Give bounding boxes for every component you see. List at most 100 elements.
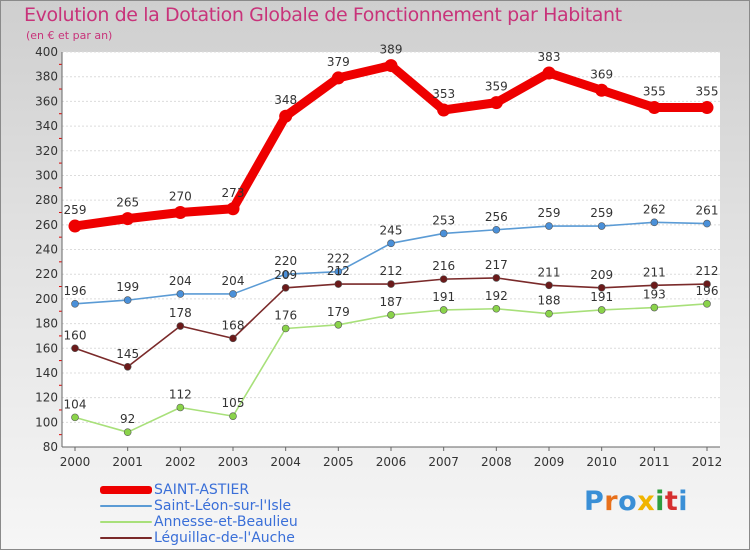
data-point: [650, 303, 659, 312]
legend-item-saint-leon[interactable]: Saint-Léon-sur-l'Isle: [100, 498, 291, 514]
y-tick-label: 320: [35, 144, 58, 158]
data-point: [703, 300, 711, 308]
data-point: [121, 212, 135, 226]
data-label: 353: [432, 87, 455, 101]
data-point: [176, 403, 185, 412]
data-label: 262: [643, 202, 666, 216]
data-point: [384, 59, 398, 73]
data-label: 245: [380, 223, 403, 237]
legend-item-annesse[interactable]: Annesse-et-Beaulieu: [100, 514, 298, 530]
y-tick-label: 280: [35, 193, 58, 207]
data-point: [650, 218, 659, 227]
logo-letter: x: [637, 486, 656, 517]
y-tick-label: 180: [35, 317, 58, 331]
data-label: 216: [432, 259, 455, 273]
data-label: 348: [274, 93, 297, 107]
data-point: [542, 66, 556, 80]
data-label: 160: [64, 328, 87, 342]
data-label: 259: [538, 206, 561, 220]
data-label: 204: [222, 274, 245, 288]
data-point: [439, 229, 448, 238]
data-label: 379: [327, 55, 350, 69]
data-point: [437, 103, 451, 117]
y-tick-label: 340: [35, 119, 58, 133]
data-label: 259: [590, 206, 613, 220]
data-point: [68, 219, 82, 233]
data-label: 191: [590, 290, 613, 304]
x-tick-label: 2000: [60, 455, 91, 469]
data-label: 212: [696, 264, 719, 278]
data-label: 212: [327, 264, 350, 278]
logo-letter: r: [604, 486, 619, 517]
x-tick-label: 2006: [376, 455, 407, 469]
legend-label: Annesse-et-Beaulieu: [154, 514, 298, 530]
data-label: 211: [538, 265, 561, 279]
legend-item-leguillac[interactable]: Léguillac-de-l'Auche: [100, 530, 295, 546]
y-tick-label: 360: [35, 94, 58, 108]
data-point: [331, 71, 345, 85]
data-point: [71, 344, 79, 353]
data-point: [281, 283, 290, 292]
data-point: [647, 101, 661, 115]
data-point: [700, 101, 714, 115]
data-point: [492, 274, 501, 282]
legend-label: SAINT-ASTIER: [154, 482, 250, 498]
x-tick-label: 2005: [323, 455, 354, 469]
x-tick-label: 2010: [586, 455, 617, 469]
data-label: 168: [222, 318, 245, 332]
data-label: 259: [64, 203, 87, 217]
logo-letter: i: [678, 486, 689, 517]
legend-swatch: [100, 537, 152, 539]
data-point: [387, 239, 395, 248]
data-point: [545, 222, 553, 230]
data-label: 261: [696, 204, 719, 218]
data-point: [703, 280, 711, 288]
chart-subtitle: (en € et par an): [26, 29, 113, 42]
y-tick-label: 240: [35, 243, 58, 257]
data-point: [281, 270, 290, 278]
data-point: [173, 205, 187, 219]
data-point: [597, 306, 606, 314]
y-tick-label: 220: [35, 267, 58, 281]
data-point: [176, 290, 185, 298]
logo-letter: i: [655, 486, 665, 517]
logo-letter: t: [664, 486, 679, 517]
data-label: 192: [485, 289, 508, 303]
data-label: 92: [120, 412, 135, 426]
data-point: [492, 225, 501, 234]
data-point: [597, 283, 606, 292]
data-point: [334, 320, 343, 329]
data-point: [123, 296, 132, 304]
data-label: 217: [485, 258, 508, 272]
x-tick-label: 2012: [692, 455, 723, 469]
data-label: 383: [538, 50, 561, 64]
legend-item-saint-astier[interactable]: SAINT-ASTIER: [100, 482, 249, 498]
data-point: [229, 412, 237, 420]
data-point: [387, 280, 395, 288]
data-label: 359: [485, 80, 508, 94]
data-label: 355: [643, 85, 666, 99]
legend-swatch: [100, 486, 152, 494]
data-label: 104: [64, 397, 87, 411]
data-point: [229, 290, 237, 298]
data-label: 222: [327, 252, 350, 266]
data-point: [279, 109, 293, 123]
data-label: 112: [169, 388, 192, 402]
data-label: 209: [274, 268, 297, 282]
data-point: [650, 281, 659, 290]
data-point: [703, 219, 711, 228]
x-tick-label: 2004: [270, 455, 301, 469]
data-point: [334, 267, 343, 276]
data-point: [595, 83, 609, 97]
data-label: 191: [432, 290, 455, 304]
x-tick-label: 2002: [165, 455, 196, 469]
logo-letter: o: [618, 486, 638, 517]
chart-title: Evolution de la Dotation Globale de Fonc…: [24, 4, 622, 26]
data-point: [489, 96, 503, 110]
data-point: [123, 428, 132, 436]
data-label: 270: [169, 189, 192, 203]
data-point: [281, 324, 290, 333]
data-label: 145: [116, 347, 139, 361]
data-point: [176, 322, 185, 330]
data-label: 256: [485, 210, 508, 224]
